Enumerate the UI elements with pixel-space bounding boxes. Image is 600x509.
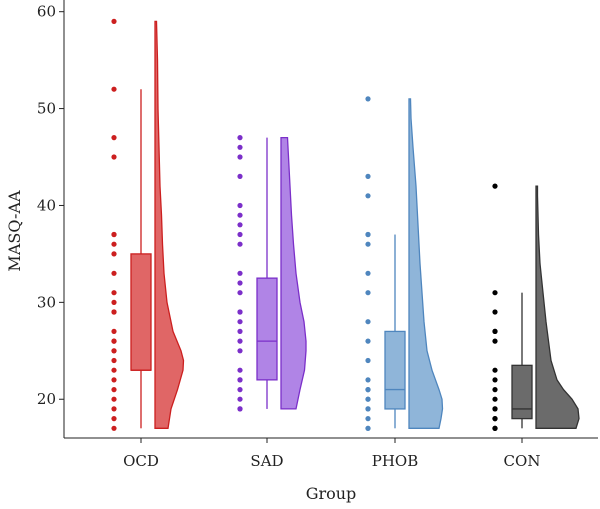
box-ocd xyxy=(130,253,152,371)
boxplot-layer xyxy=(130,89,533,429)
x-tick-label-phob: PHOB xyxy=(372,452,419,470)
data-point-con xyxy=(492,416,498,422)
data-point-ocd xyxy=(111,299,117,305)
violin-con xyxy=(535,185,580,429)
data-point-sad xyxy=(237,367,243,373)
x-tick-label-ocd: OCD xyxy=(123,452,159,470)
data-point-ocd xyxy=(111,154,117,160)
data-point-con xyxy=(492,367,498,373)
violin-phob xyxy=(408,98,444,429)
data-point-phob xyxy=(365,96,371,102)
data-point-ocd xyxy=(111,231,117,238)
data-point-ocd xyxy=(111,270,117,276)
data-point-sad xyxy=(237,154,243,160)
data-point-sad xyxy=(237,222,243,228)
data-point-sad xyxy=(237,270,243,276)
data-point-ocd xyxy=(111,425,117,431)
data-point-phob xyxy=(365,290,371,296)
data-point-con xyxy=(492,396,498,402)
data-point-ocd xyxy=(111,357,117,364)
data-point-sad xyxy=(237,348,243,354)
data-point-phob xyxy=(365,387,371,393)
data-point-sad xyxy=(237,406,243,412)
data-point-ocd xyxy=(111,241,117,247)
data-point-sad xyxy=(237,231,243,238)
data-point-sad xyxy=(237,173,243,179)
x-tick-label-sad: SAD xyxy=(250,452,283,470)
axes-layer: 20 30 40 50 60 OCD SAD PHOB CON xyxy=(37,0,598,470)
data-point-con xyxy=(492,387,498,393)
y-tick-label: 40 xyxy=(37,196,56,214)
data-point-phob xyxy=(365,173,371,179)
violin-ocd xyxy=(154,20,185,429)
x-axis-title: Group xyxy=(306,484,357,503)
data-point-sad xyxy=(237,309,243,315)
data-point-phob xyxy=(365,193,371,199)
data-point-ocd xyxy=(111,387,117,393)
data-point-con xyxy=(492,290,498,296)
data-point-ocd xyxy=(111,135,117,141)
y-tick-label: 20 xyxy=(37,390,56,408)
data-point-sad xyxy=(237,135,243,141)
data-point-ocd xyxy=(111,251,117,257)
box-con xyxy=(511,364,533,420)
data-point-ocd xyxy=(111,406,117,412)
data-point-phob xyxy=(365,231,371,238)
data-point-sad xyxy=(237,212,243,218)
data-point-ocd xyxy=(111,290,117,296)
data-point-ocd xyxy=(111,309,117,315)
data-point-ocd xyxy=(111,396,117,402)
data-point-ocd xyxy=(111,18,117,24)
data-point-phob xyxy=(365,416,371,422)
data-point-phob xyxy=(365,241,371,247)
data-point-ocd xyxy=(111,328,117,334)
data-point-sad xyxy=(237,387,243,393)
data-point-con xyxy=(492,377,498,383)
data-point-con xyxy=(492,338,498,344)
data-point-con xyxy=(492,328,498,334)
data-point-ocd xyxy=(111,377,117,383)
data-point-ocd xyxy=(111,348,117,354)
data-point-ocd xyxy=(111,367,117,373)
data-point-con xyxy=(492,406,498,412)
data-point-sad xyxy=(237,396,243,402)
points-layer xyxy=(111,18,498,431)
data-point-phob xyxy=(365,338,371,344)
data-point-phob xyxy=(365,319,371,325)
data-point-ocd xyxy=(111,338,117,344)
box-phob xyxy=(384,330,406,410)
data-point-phob xyxy=(365,357,371,364)
y-tick-label: 30 xyxy=(37,293,56,311)
data-point-sad xyxy=(237,280,243,286)
data-point-phob xyxy=(365,377,371,383)
data-point-con xyxy=(492,183,498,189)
data-point-sad xyxy=(237,290,243,296)
y-axis-title: MASQ-AA xyxy=(5,190,24,272)
y-tick-label: 60 xyxy=(37,3,56,21)
data-point-con xyxy=(492,309,498,315)
data-point-sad xyxy=(237,144,243,150)
data-point-sad xyxy=(237,377,243,383)
data-point-sad xyxy=(237,241,243,247)
data-point-phob xyxy=(365,406,371,412)
x-tick-label-con: CON xyxy=(504,452,541,470)
data-point-phob xyxy=(365,425,371,431)
data-point-phob xyxy=(365,396,371,402)
data-point-sad xyxy=(237,328,243,334)
data-point-ocd xyxy=(111,416,117,422)
violin-layer xyxy=(154,20,580,429)
violin-sad xyxy=(280,136,307,410)
data-point-sad xyxy=(237,338,243,344)
data-point-sad xyxy=(237,319,243,325)
data-point-sad xyxy=(237,202,243,209)
data-point-ocd xyxy=(111,86,117,92)
box-sad xyxy=(256,277,278,381)
data-point-phob xyxy=(365,270,371,276)
y-tick-label: 50 xyxy=(37,100,56,118)
data-point-con xyxy=(492,425,498,431)
